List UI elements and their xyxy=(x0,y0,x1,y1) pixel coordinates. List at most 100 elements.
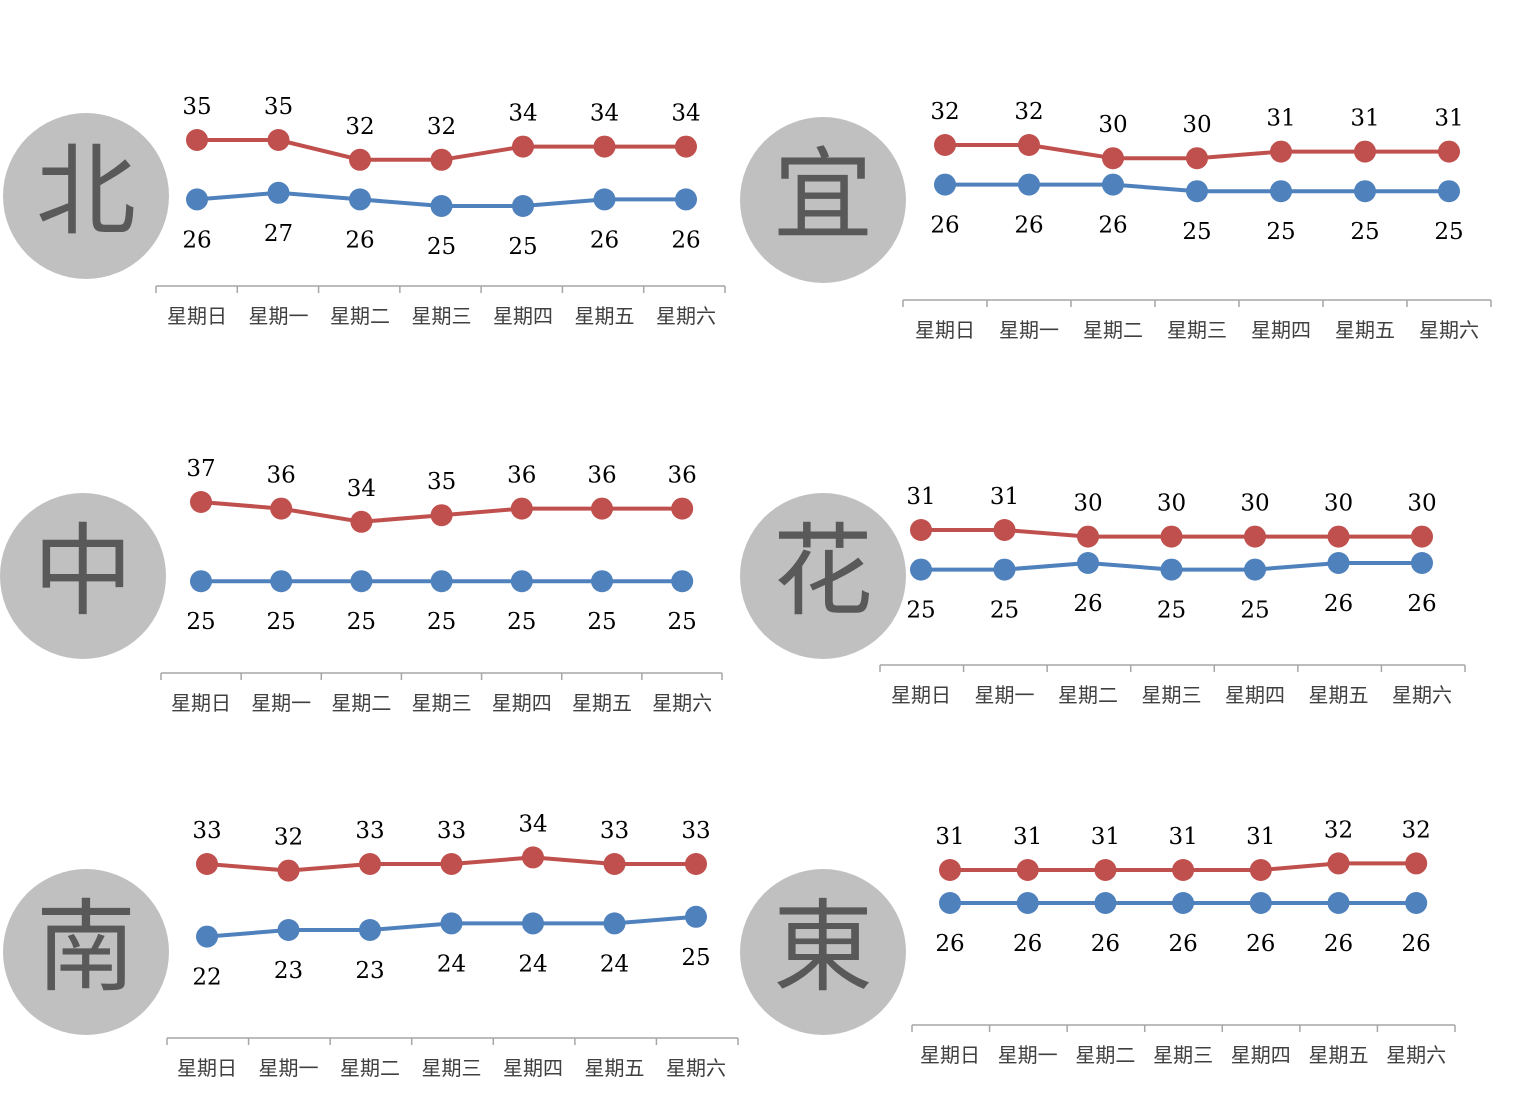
high-data-label: 30 xyxy=(1157,491,1186,517)
x-tick-label: 星期日 xyxy=(171,691,231,715)
low-data-label: 25 xyxy=(347,609,376,635)
high-data-label: 34 xyxy=(518,811,547,837)
high-data-label: 34 xyxy=(671,101,700,127)
low-data-point xyxy=(685,905,707,928)
high-data-label: 32 xyxy=(1324,817,1353,843)
high-data-label: 33 xyxy=(192,818,221,844)
low-data-point xyxy=(910,558,932,581)
high-data-point xyxy=(675,135,697,158)
low-data-point xyxy=(186,188,208,211)
high-data-label: 31 xyxy=(1091,824,1120,850)
high-data-point xyxy=(512,135,534,158)
high-data-label: 31 xyxy=(906,484,935,510)
x-tick-label: 星期二 xyxy=(1083,318,1143,342)
low-data-label: 25 xyxy=(1182,219,1211,245)
region-circle xyxy=(3,113,169,279)
low-data-point xyxy=(1016,892,1039,914)
x-tick-label: 星期六 xyxy=(1386,1043,1446,1067)
low-data-point xyxy=(1172,892,1195,914)
low-data-point xyxy=(939,892,961,914)
low-data-label: 25 xyxy=(427,234,456,260)
high-data-point xyxy=(196,853,218,875)
high-data-label: 32 xyxy=(274,825,303,851)
high-data-point xyxy=(190,491,212,513)
low-data-point xyxy=(675,188,697,211)
low-data-point xyxy=(1249,892,1272,914)
low-data-label: 26 xyxy=(590,227,619,253)
low-data-point xyxy=(1160,558,1183,581)
high-data-point xyxy=(510,497,533,520)
low-data-label: 25 xyxy=(990,598,1019,624)
high-data-label: 36 xyxy=(267,463,296,489)
high-data-point xyxy=(993,519,1016,541)
low-data-label: 26 xyxy=(182,227,211,253)
high-data-point xyxy=(603,853,626,875)
low-data-label: 25 xyxy=(267,609,296,635)
high-data-label: 30 xyxy=(1324,491,1353,517)
x-tick-label: 星期一 xyxy=(999,318,1059,342)
high-data-point xyxy=(440,853,463,875)
x-tick-label: 星期四 xyxy=(1231,1043,1291,1067)
x-tick-label: 星期四 xyxy=(1251,318,1311,342)
high-data-label: 33 xyxy=(681,818,710,844)
region-circle xyxy=(740,869,906,1035)
high-data-point xyxy=(1327,852,1350,875)
high-data-label: 32 xyxy=(427,114,456,140)
low-data-label: 25 xyxy=(508,234,537,260)
high-data-point xyxy=(1172,859,1195,881)
high-data-point xyxy=(277,859,300,882)
low-data-label: 26 xyxy=(345,227,374,253)
low-data-label: 26 xyxy=(1073,591,1102,617)
x-tick-label: 星期五 xyxy=(1309,683,1369,707)
high-data-label: 36 xyxy=(668,463,697,489)
x-tick-label: 星期三 xyxy=(1153,1043,1213,1067)
low-data-label: 27 xyxy=(264,221,293,247)
low-data-label: 24 xyxy=(600,951,629,977)
low-data-label: 25 xyxy=(587,609,616,635)
x-tick-label: 星期一 xyxy=(251,691,311,715)
low-data-point xyxy=(267,181,290,204)
low-data-label: 22 xyxy=(192,965,221,991)
high-data-point xyxy=(430,504,453,527)
high-data-label: 35 xyxy=(264,94,293,120)
x-tick-label: 星期一 xyxy=(975,683,1035,707)
high-data-point xyxy=(910,519,932,541)
high-data-label: 30 xyxy=(1407,491,1436,517)
low-data-point xyxy=(1186,180,1208,203)
high-data-label: 36 xyxy=(587,463,616,489)
region-circle xyxy=(3,869,169,1035)
low-data-label: 25 xyxy=(1350,219,1379,245)
high-data-label: 36 xyxy=(507,463,536,489)
x-tick-label: 星期六 xyxy=(1392,683,1452,707)
low-data-point xyxy=(510,570,533,593)
low-data-point xyxy=(1327,892,1350,914)
x-tick-label: 星期五 xyxy=(585,1056,645,1080)
high-data-point xyxy=(1411,525,1433,548)
x-tick-label: 星期六 xyxy=(656,304,716,328)
low-data-label: 26 xyxy=(1168,931,1197,957)
low-data-label: 26 xyxy=(1324,591,1353,617)
low-data-label: 26 xyxy=(1091,931,1120,957)
region-circle xyxy=(740,493,906,659)
high-data-point xyxy=(1077,525,1099,548)
region-label: 宜 xyxy=(773,137,873,254)
low-data-label: 25 xyxy=(668,609,697,635)
high-data-label: 32 xyxy=(345,114,374,140)
high-data-label: 30 xyxy=(1240,491,1269,517)
high-data-label: 37 xyxy=(186,456,215,482)
region-label: 北 xyxy=(36,133,136,250)
high-data-point xyxy=(939,859,961,881)
x-tick-label: 星期五 xyxy=(572,691,632,715)
low-data-point xyxy=(593,188,616,211)
low-data-point xyxy=(1411,552,1433,574)
high-data-point xyxy=(1405,852,1428,875)
low-data-point xyxy=(934,173,956,196)
low-data-label: 25 xyxy=(186,609,215,635)
low-data-point xyxy=(440,912,463,935)
high-data-label: 34 xyxy=(347,476,376,502)
x-tick-label: 星期五 xyxy=(1309,1043,1369,1067)
high-data-point xyxy=(671,497,694,520)
low-data-label: 25 xyxy=(906,598,935,624)
low-data-label: 26 xyxy=(1402,931,1431,957)
high-data-label: 31 xyxy=(1266,106,1295,132)
